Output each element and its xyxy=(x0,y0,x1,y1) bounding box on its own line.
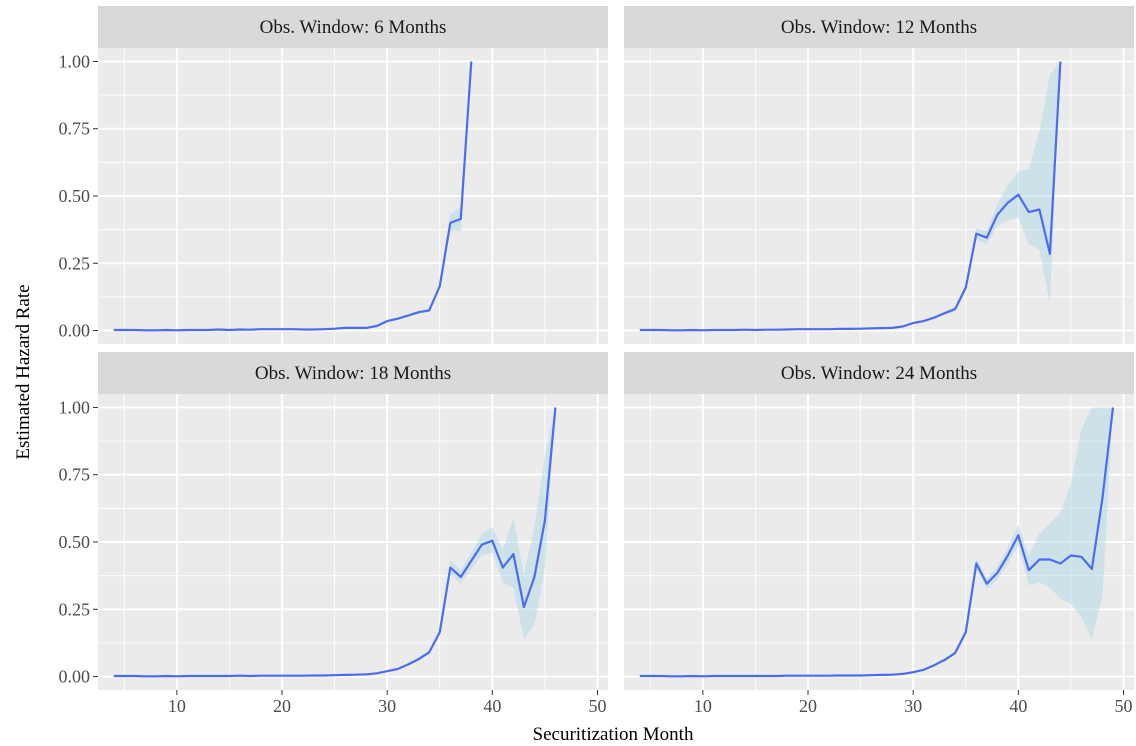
y-tick-label: 0.75 xyxy=(59,119,91,139)
y-tick-label: 1.00 xyxy=(59,51,91,71)
y-tick-label: 0.50 xyxy=(59,186,91,206)
x-tick-label: 30 xyxy=(904,696,922,716)
facet-strip-title: Obs. Window: 6 Months xyxy=(260,17,447,38)
y-tick-label: 0.25 xyxy=(59,253,91,273)
facet-panel-2: Obs. Window: 12 Months xyxy=(624,6,1134,344)
x-tick-label: 30 xyxy=(378,696,396,716)
y-tick-label: 0.00 xyxy=(59,667,91,687)
x-tick-label: 20 xyxy=(273,696,291,716)
facet-strip-title: Obs. Window: 18 Months xyxy=(255,363,451,384)
x-axis-title: Securitization Month xyxy=(533,724,694,745)
y-tick-label: 1.00 xyxy=(59,397,91,417)
y-tick-label: 0.75 xyxy=(59,465,91,485)
hazard-line xyxy=(639,61,1062,332)
x-tick-label: 40 xyxy=(483,696,501,716)
facet-strip xyxy=(624,6,1134,48)
x-tick-label: 50 xyxy=(1114,696,1132,716)
y-tick-label: 0.50 xyxy=(59,532,91,552)
y-tick-label: 0.25 xyxy=(59,599,91,619)
x-tick-label: 40 xyxy=(1009,696,1027,716)
hazard-line xyxy=(113,407,557,678)
hazard-line xyxy=(639,407,1115,678)
x-tick-label: 50 xyxy=(588,696,606,716)
facet-strip-title: Obs. Window: 12 Months xyxy=(781,17,977,38)
facet-strip xyxy=(98,352,608,394)
facet-panel-1: Obs. Window: 6 Months 0.00 0.25 0.50 0.75 1.0… xyxy=(59,6,608,344)
x-tick-label: 10 xyxy=(694,696,712,716)
x-tick-label: 20 xyxy=(799,696,817,716)
hazard-line xyxy=(113,61,473,332)
facet-strip-title: Obs. Window: 24 Months xyxy=(781,363,977,384)
facet-panel-4: Obs. Window: 24 Months 10 20 30 40 50 xyxy=(624,352,1134,716)
facet-strip xyxy=(98,6,608,48)
confidence-ribbon xyxy=(639,407,1113,677)
facet-panels: Obs. Window: 6 Months 0.00 0.25 0.50 0.75 1.0… xyxy=(59,6,1134,716)
y-axis-title: Estimated Hazard Rate xyxy=(13,284,34,459)
facet-strip xyxy=(624,352,1134,394)
x-tick-label: 10 xyxy=(168,696,186,716)
y-tick-label: 0.00 xyxy=(59,321,91,341)
facet-panel-3: Obs. Window: 18 Months 0.00 0.25 0.50 0.75 1.… xyxy=(59,352,608,716)
